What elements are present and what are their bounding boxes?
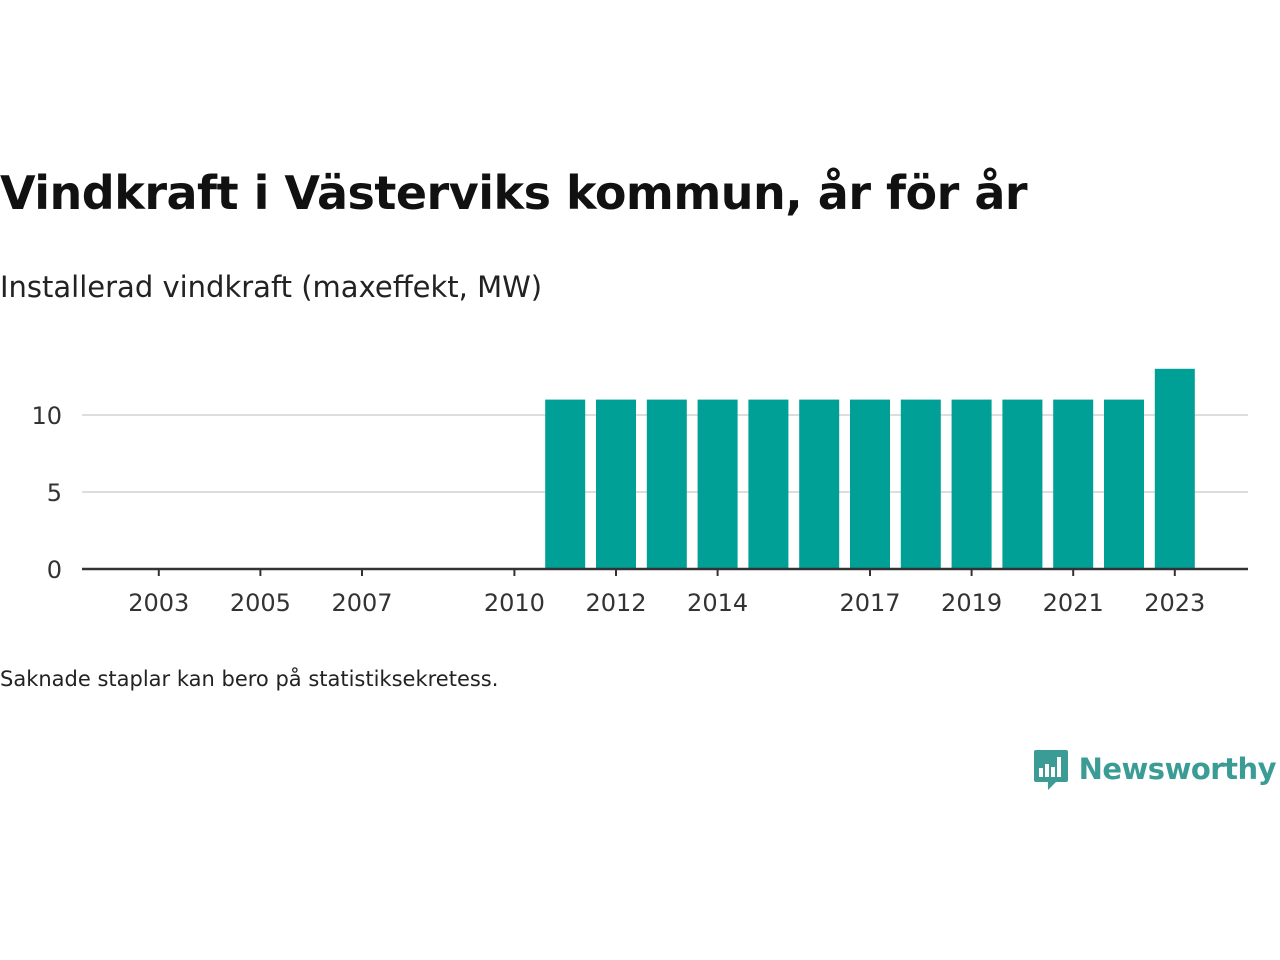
bars [545,368,1195,569]
bar-2023 [1154,368,1195,569]
y-tick-label: 10 [31,402,62,430]
bar-2021 [1053,399,1094,569]
bar-2019 [951,399,992,569]
x-tick-label: 2017 [839,589,900,617]
chart-subtitle: Installerad vindkraft (maxeffekt, MW) [0,270,543,304]
bar-2013 [646,399,687,569]
x-tick-label: 2012 [585,589,646,617]
x-tick-label: 2005 [230,589,291,617]
bar-2011 [545,399,586,569]
bar-2017 [850,399,890,569]
x-tick-label: 2019 [941,589,1002,617]
x-tick-label: 2010 [484,589,545,617]
footnote: Saknade staplar kan bero på statistiksek… [0,667,499,691]
y-tick-label: 5 [47,479,62,507]
brand-name: Newsworthy [1078,752,1277,786]
x-tick-label: 2023 [1144,589,1205,617]
bar-2018 [900,399,941,569]
bar-chart: 2003 2005 2007 2010 2012 2014 2017 2019 2021 2023… [31,368,1248,617]
y-tick-label: 0 [47,556,62,584]
x-tick-label: 2003 [128,589,189,617]
x-tick-label: 2014 [687,589,748,617]
bar-2020 [1002,399,1043,569]
bar-2022 [1104,399,1144,569]
bar-2014 [697,399,738,569]
bar-2012 [596,399,636,569]
bar-2015 [748,399,789,569]
x-tick-label: 2007 [331,589,392,617]
x-axis-ticks: 2003 2005 2007 2010 2012 2014 2017 2019 2021 2023 [128,569,1205,617]
newsworthy-logo-icon [1033,750,1068,790]
y-axis-ticks: 0 5 10 [31,402,62,584]
chart-title: Vindkraft i Västerviks kommun, år för år [0,166,1028,220]
brand-logo-link[interactable]: Newsworthy [1033,746,1277,792]
bar-2016 [799,399,840,569]
x-tick-label: 2021 [1043,589,1104,617]
